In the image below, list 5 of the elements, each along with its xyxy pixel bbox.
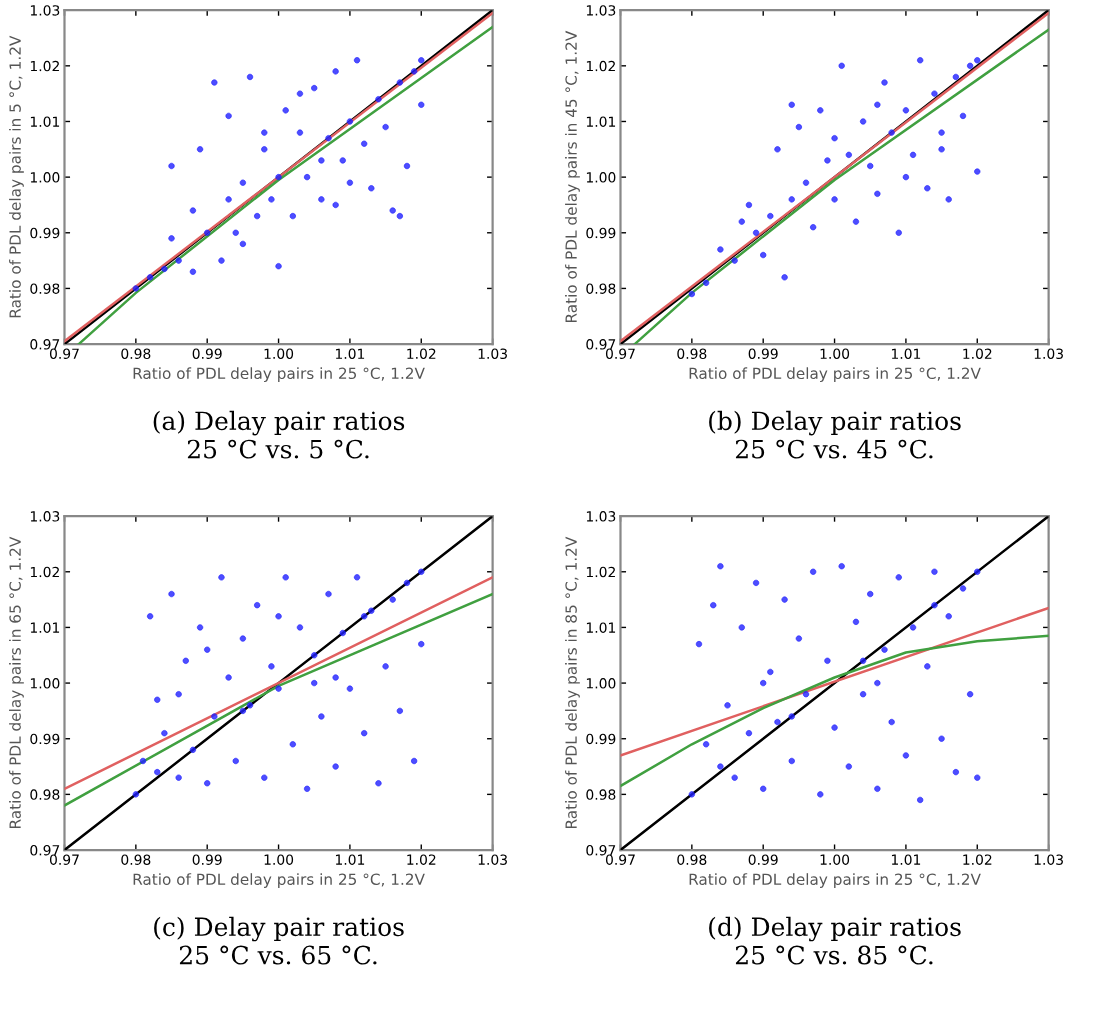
text: (b) Delay pair ratios 25 °C vs. 45 °C. — [709, 410, 961, 459]
text: (c) Delay pair ratios 25 °C vs. 65 °C. — [154, 916, 404, 965]
text: (a) Delay pair ratios 25 °C vs. 5 °C. — [153, 410, 405, 459]
text: (d) Delay pair ratios 25 °C vs. 85 °C. — [709, 916, 961, 965]
line-series — [620, 634, 1049, 788]
